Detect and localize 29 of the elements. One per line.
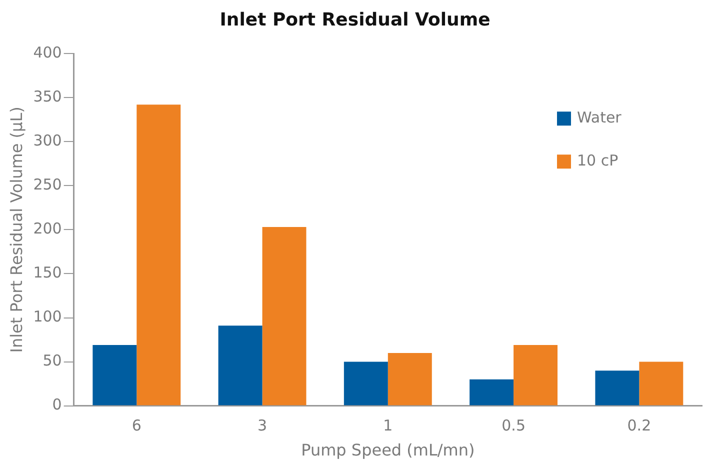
y-tick-label: 100 xyxy=(33,308,62,326)
x-tick-label: 0.2 xyxy=(627,416,652,435)
y-tick-label: 200 xyxy=(33,220,62,238)
y-tick-label: 250 xyxy=(33,176,62,194)
y-tick-label: 400 xyxy=(33,43,62,62)
bar xyxy=(262,227,306,406)
y-tick-label: 300 xyxy=(33,132,62,150)
y-tick-label: 350 xyxy=(33,88,62,106)
y-tick-label: 0 xyxy=(52,396,62,414)
bar xyxy=(514,345,558,406)
bar xyxy=(388,352,432,406)
bar xyxy=(218,326,262,406)
chart-title: Inlet Port Residual Volume xyxy=(220,9,490,30)
y-axis-title: Inlet Port Residual Volume (µL) xyxy=(6,106,26,353)
x-axis-title: Pump Speed (mL/mn) xyxy=(301,440,475,460)
bar xyxy=(639,362,684,406)
bar xyxy=(136,104,181,406)
y-tick-label: 150 xyxy=(33,264,62,282)
x-tick-label: 1 xyxy=(383,416,393,435)
y-tick-label: 50 xyxy=(42,352,62,370)
bar xyxy=(344,362,388,406)
bar xyxy=(595,370,640,406)
bar xyxy=(470,379,514,406)
bar xyxy=(92,345,137,406)
x-tick-label: 3 xyxy=(258,416,268,435)
legend-label: Water xyxy=(577,108,622,126)
x-tick-label: 0.5 xyxy=(502,416,526,435)
legend-label: 10 cP xyxy=(577,151,618,170)
x-tick-label: 6 xyxy=(132,416,142,435)
